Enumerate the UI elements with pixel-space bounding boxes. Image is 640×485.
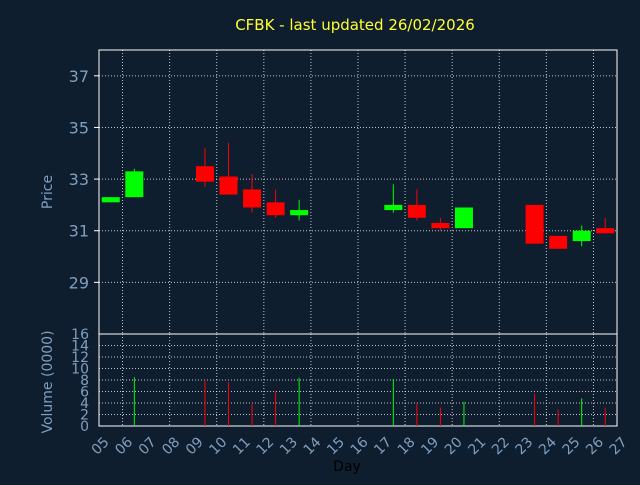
candle-17 [384,184,403,213]
volume-tick-label: 12 [71,350,89,366]
candle-13 [290,199,309,221]
candle-26 [596,217,615,234]
price-grid [99,50,617,334]
x-tick-label: 18 [395,434,419,458]
candle-body [195,166,214,182]
x-tick-label: 25 [560,434,584,458]
price-tick-label: 31 [69,222,89,241]
candle-body [549,235,568,249]
candle-body [431,222,450,229]
candle-12 [266,189,285,218]
candle-body [572,230,591,242]
x-tick-label: 19 [418,434,442,458]
x-tick-label: 11 [230,434,254,458]
price-panel: 29 31 33 35 37 Price [40,49,618,335]
candle-body [266,202,285,216]
price-y-ticks: 29 31 33 35 37 [69,67,99,292]
x-tick-label: 09 [183,434,207,458]
candle-18 [407,189,426,221]
candle-20 [454,207,473,229]
x-tick-label: 23 [513,434,537,458]
price-tick-label: 37 [69,67,89,86]
volume-tick-label: 16 [71,327,89,343]
candle-body [407,204,426,218]
x-tick-label: 13 [277,434,301,458]
candle-body [454,207,473,229]
x-tick-label: 20 [442,434,466,458]
chart-title: CFBK - last updated 26/02/2026 [235,16,475,34]
volume-y-axis-label: Volume (0000) [40,330,56,433]
candle-body [525,204,544,244]
volume-tick-label: 6 [80,385,89,401]
x-tick-label: 15 [324,434,348,458]
x-tick-label: 12 [254,434,278,458]
candle-body [101,197,120,203]
x-tick-label: 24 [536,434,560,458]
candle-09 [195,148,214,187]
x-tick-label: 14 [301,434,325,458]
volume-tick-label: 8 [80,373,89,389]
volume-grid [99,333,617,427]
candle-body [384,204,403,211]
x-tick-label: 10 [206,434,230,458]
x-tick-label: 27 [607,434,631,458]
candle-23 [525,204,544,244]
volume-tick-label: 0 [80,419,89,435]
candles [101,142,615,249]
x-tick-label: 26 [583,434,607,458]
candle-body [219,176,238,195]
volume-tick-label: 2 [80,408,89,424]
x-tick-label: 06 [112,434,136,458]
volume-bars [133,377,606,426]
x-axis-label: Day [333,459,361,475]
candle-24 [549,235,568,249]
x-tick-label: 05 [89,434,113,458]
candle-05 [101,197,120,203]
price-tick-label: 33 [69,170,89,189]
volume-tick-label: 14 [71,339,89,355]
volume-tick-label: 4 [80,396,89,412]
x-tick-label: 16 [348,434,372,458]
candle-11 [243,173,262,213]
candle-body [243,189,262,208]
x-tick-label: 21 [465,434,489,458]
candle-body [290,210,309,216]
candle-10 [219,142,238,195]
candle-06 [125,168,144,198]
volume-tick-label: 10 [71,362,89,378]
candle-19 [431,217,450,231]
price-tick-label: 35 [69,118,89,137]
x-axis-ticks: 05 06 07 08 09 10 11 12 13 14 15 16 17 18 19 20 21 22 23 24… [89,434,631,458]
x-tick-label: 08 [159,434,183,458]
candle-body [125,171,144,198]
candle-25 [572,225,591,247]
x-tick-label: 17 [371,434,395,458]
price-tick-label: 29 [69,273,89,292]
x-tick-label: 22 [489,434,513,458]
x-tick-label: 07 [136,434,160,458]
price-y-axis-label: Price [40,175,56,209]
candle-body [596,228,615,234]
